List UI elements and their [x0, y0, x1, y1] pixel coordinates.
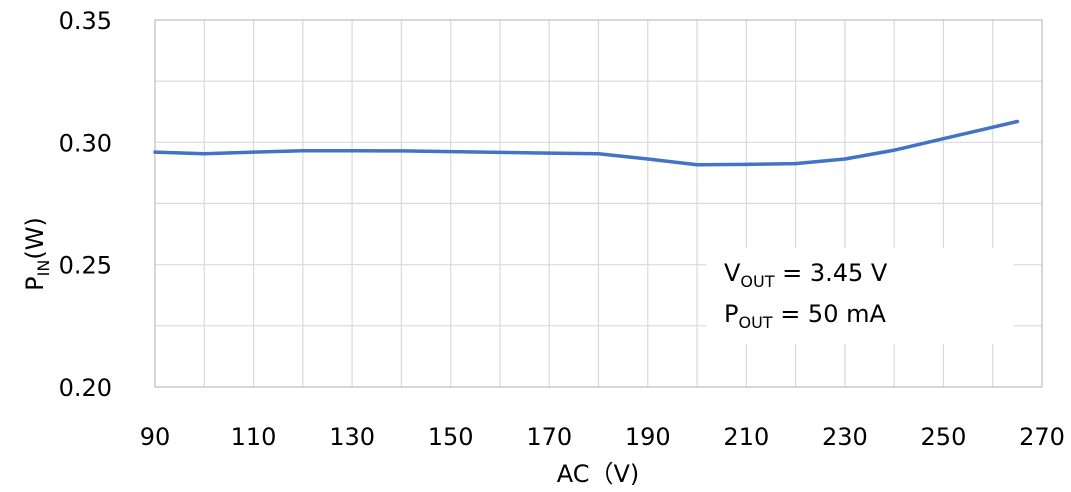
- y-axis-title-main: P: [21, 276, 49, 290]
- x-tick-label: 150: [428, 423, 474, 451]
- series-line: [153, 119, 1020, 167]
- annotation-pout-main: P: [724, 300, 738, 328]
- x-tick-label: 130: [329, 423, 375, 451]
- y-tick-label: 0.30: [59, 129, 112, 157]
- x-tick-label: 250: [921, 423, 967, 451]
- plot-frame: [154, 19, 1043, 388]
- annotation-vout-main: V: [724, 259, 741, 287]
- x-tick-label: 230: [822, 423, 868, 451]
- annotation-vout-sub: OUT: [740, 272, 774, 291]
- x-tick-label: 270: [1019, 423, 1065, 451]
- x-tick-label: 210: [723, 423, 769, 451]
- y-axis-title: PIN(W): [21, 217, 53, 291]
- annotation-pout-rest: = 50 mA: [773, 300, 887, 328]
- y-axis-title-unit: (W): [21, 217, 49, 259]
- x-axis-title: AC（V): [557, 460, 640, 488]
- series-layer: [153, 119, 1020, 167]
- y-axis-title-sub: IN: [34, 260, 53, 277]
- annotation-box: [706, 248, 1014, 344]
- x-tick-label: 110: [231, 423, 277, 451]
- annotation-vout: VOUT = 3.45 V: [724, 259, 888, 291]
- x-tick-label: 190: [625, 423, 671, 451]
- y-tick-label: 0.35: [59, 7, 112, 35]
- y-tick-label: 0.20: [59, 374, 112, 402]
- x-tick-label: 90: [140, 423, 171, 451]
- annotation-pout-sub: OUT: [738, 313, 772, 332]
- y-tick-label: 0.25: [59, 252, 112, 280]
- annotation-pout: POUT = 50 mA: [724, 300, 886, 332]
- x-tick-label: 170: [526, 423, 572, 451]
- tick-labels: 90 110 130 150 170 190 210 230 250 270 0.20 0.25 0.3…: [59, 7, 1065, 451]
- annotation-vout-rest: = 3.45 V: [775, 259, 888, 287]
